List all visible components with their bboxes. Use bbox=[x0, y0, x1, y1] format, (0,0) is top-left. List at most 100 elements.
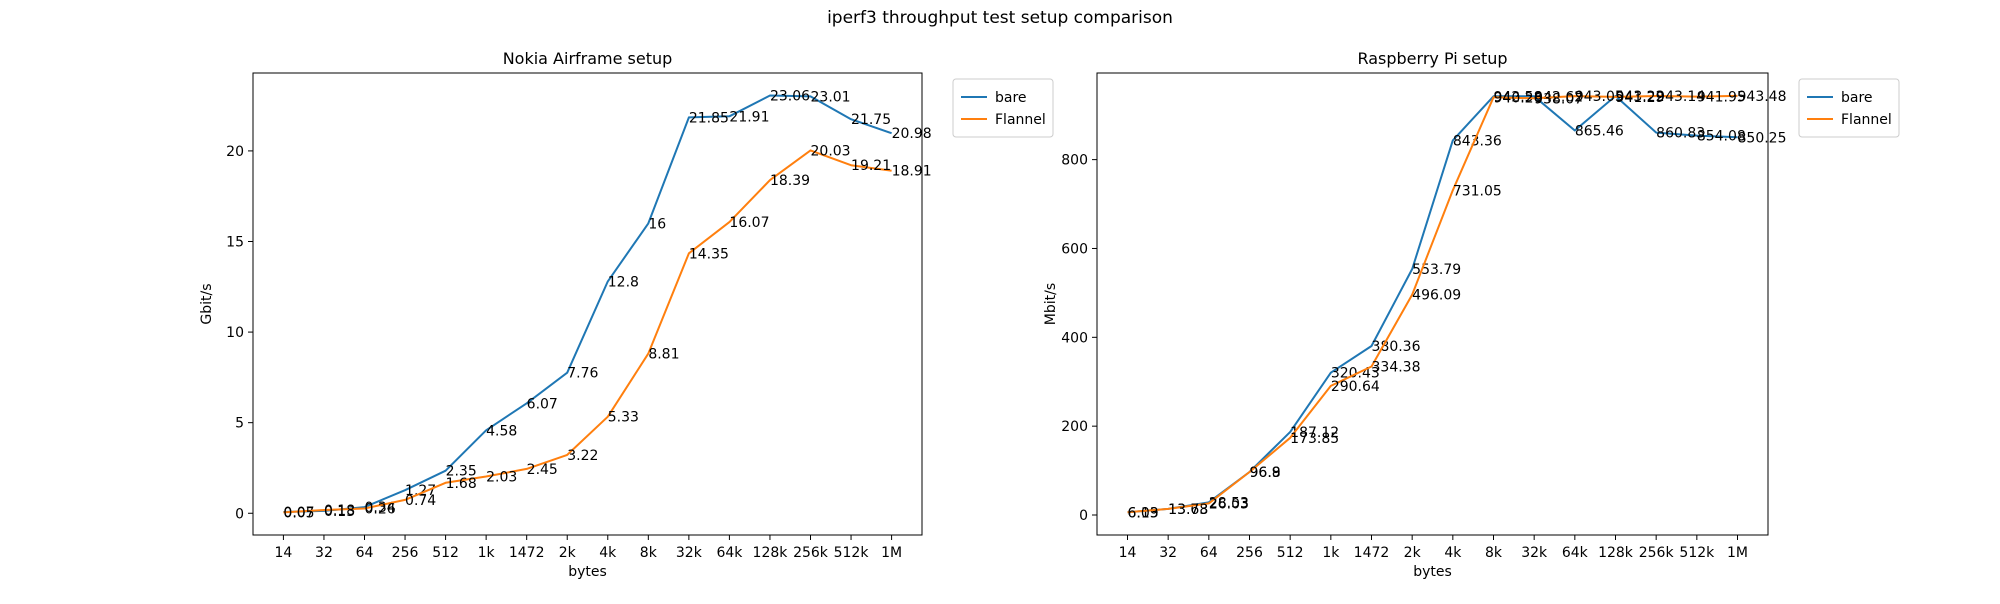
x-tick-label: 32 bbox=[315, 545, 333, 561]
x-tick-label: 64 bbox=[1200, 545, 1218, 561]
data-label: 943.14 bbox=[1656, 89, 1705, 105]
chart-title: Nokia Airframe setup bbox=[503, 49, 673, 68]
data-label: 940.26 bbox=[1494, 90, 1543, 106]
x-tick-label: 512 bbox=[432, 545, 459, 561]
x-tick-label: 512 bbox=[1277, 545, 1304, 561]
data-label: 21.91 bbox=[729, 109, 769, 125]
x-tick-label: 256k bbox=[1639, 545, 1675, 561]
data-label: 1.68 bbox=[446, 476, 477, 492]
x-tick-label: 14 bbox=[274, 545, 292, 561]
data-label: 23.06 bbox=[770, 88, 810, 104]
x-tick-label: 128k bbox=[1598, 545, 1634, 561]
data-label: 96.8 bbox=[1250, 465, 1281, 481]
data-label: 0.07 bbox=[283, 505, 314, 521]
data-label: 12.8 bbox=[608, 274, 639, 290]
x-tick-label: 256k bbox=[793, 545, 829, 561]
x-tick-label: 64k bbox=[716, 545, 743, 561]
y-axis-label: Gbit/s bbox=[199, 283, 215, 324]
y-tick-label: 15 bbox=[226, 234, 244, 250]
data-label: 334.38 bbox=[1372, 359, 1421, 375]
data-label: 865.46 bbox=[1575, 124, 1624, 140]
data-label: 0.13 bbox=[324, 504, 355, 520]
x-tick-label: 512k bbox=[1679, 545, 1715, 561]
x-tick-label: 2k bbox=[1404, 545, 1422, 561]
data-label: 843.36 bbox=[1453, 133, 1502, 149]
data-label: 7.76 bbox=[567, 366, 598, 382]
x-tick-label: 1472 bbox=[1354, 545, 1390, 561]
data-label: 19.21 bbox=[851, 158, 891, 174]
data-label: 173.85 bbox=[1290, 431, 1339, 447]
y-tick-label: 0 bbox=[235, 506, 244, 522]
legend-box bbox=[952, 78, 1054, 138]
data-label: 6.03 bbox=[1128, 505, 1159, 521]
y-tick-label: 20 bbox=[226, 144, 244, 160]
x-tick-label: 4k bbox=[599, 545, 617, 561]
chart-title: Raspberry Pi setup bbox=[1357, 49, 1507, 68]
x-tick-label: 1k bbox=[478, 545, 496, 561]
data-label: 0.05 bbox=[283, 505, 314, 521]
y-tick-label: 600 bbox=[1061, 241, 1088, 257]
x-tick-label: 8k bbox=[640, 545, 658, 561]
data-label: 4.58 bbox=[486, 423, 517, 439]
data-label: 21.85 bbox=[689, 110, 729, 126]
data-label: 0.18 bbox=[324, 503, 355, 519]
x-tick-label: 1M bbox=[1727, 545, 1748, 561]
data-label: 21.75 bbox=[851, 112, 891, 128]
x-tick-label: 8k bbox=[1485, 545, 1503, 561]
data-label: 854.08 bbox=[1697, 129, 1746, 145]
data-label: 14.35 bbox=[689, 246, 729, 262]
legend-box bbox=[1798, 78, 1900, 138]
x-tick-label: 1M bbox=[881, 545, 902, 561]
data-label: 553.79 bbox=[1412, 262, 1461, 278]
x-axis-label: bytes bbox=[1413, 564, 1452, 580]
data-label: 2.03 bbox=[486, 469, 517, 485]
data-label: 18.91 bbox=[892, 164, 932, 180]
legend-label: Flannel bbox=[1841, 112, 1892, 128]
x-tick-label: 1k bbox=[1322, 545, 1340, 561]
x-axis-label: bytes bbox=[568, 564, 607, 580]
x-tick-label: 4k bbox=[1444, 545, 1462, 561]
data-label: 860.83 bbox=[1656, 126, 1705, 142]
chart-1: Nokia Airframe setup 0 5 10 15 20 14 32 64 256 512… bbox=[199, 49, 1054, 580]
y-tick-label: 400 bbox=[1061, 330, 1088, 346]
data-label: 5.33 bbox=[608, 410, 639, 426]
x-tick-label: 64k bbox=[1562, 545, 1589, 561]
data-label: 16 bbox=[648, 216, 666, 232]
data-label: 20.98 bbox=[892, 126, 932, 142]
legend-label: bare bbox=[1841, 90, 1873, 106]
y-tick-label: 10 bbox=[226, 325, 244, 341]
x-tick-label: 14 bbox=[1119, 545, 1137, 561]
data-label: 1.27 bbox=[405, 483, 436, 499]
data-label: 290.64 bbox=[1331, 379, 1380, 395]
y-tick-label: 200 bbox=[1061, 419, 1088, 435]
series-line-flannel bbox=[1127, 94, 1738, 514]
chart-2: Raspberry Pi setup 0 200 400 600 800 14 32 64 256… bbox=[1043, 49, 1900, 580]
data-label: 2.35 bbox=[446, 464, 477, 480]
data-label: 850.25 bbox=[1738, 130, 1787, 146]
plot-frame bbox=[252, 72, 923, 536]
series-line-bare bbox=[283, 94, 892, 513]
series-line-bare bbox=[1127, 95, 1738, 514]
data-label: 18.39 bbox=[770, 173, 810, 189]
data-label: 23.01 bbox=[811, 89, 851, 105]
x-tick-label: 2k bbox=[559, 545, 577, 561]
data-label: 13.68 bbox=[1168, 502, 1208, 518]
x-tick-label: 128k bbox=[753, 545, 789, 561]
data-label: 96.9 bbox=[1250, 465, 1281, 481]
y-tick-label: 5 bbox=[235, 416, 244, 432]
data-label: 943.48 bbox=[1738, 89, 1787, 105]
data-label: 28.53 bbox=[1209, 495, 1249, 511]
data-label: 938.07 bbox=[1534, 91, 1583, 107]
legend-label: Flannel bbox=[995, 112, 1046, 128]
x-tick-label: 32k bbox=[1521, 545, 1548, 561]
data-label: 6.19 bbox=[1128, 505, 1159, 521]
data-label: 16.07 bbox=[729, 215, 769, 231]
x-tick-label: 256 bbox=[1236, 545, 1263, 561]
x-tick-label: 512k bbox=[834, 545, 870, 561]
legend-label: bare bbox=[995, 90, 1027, 106]
data-label: 941.29 bbox=[1616, 90, 1665, 106]
data-label: 26.03 bbox=[1209, 496, 1249, 512]
y-axis-label: Mbit/s bbox=[1043, 283, 1059, 325]
data-label: 8.81 bbox=[648, 347, 679, 363]
